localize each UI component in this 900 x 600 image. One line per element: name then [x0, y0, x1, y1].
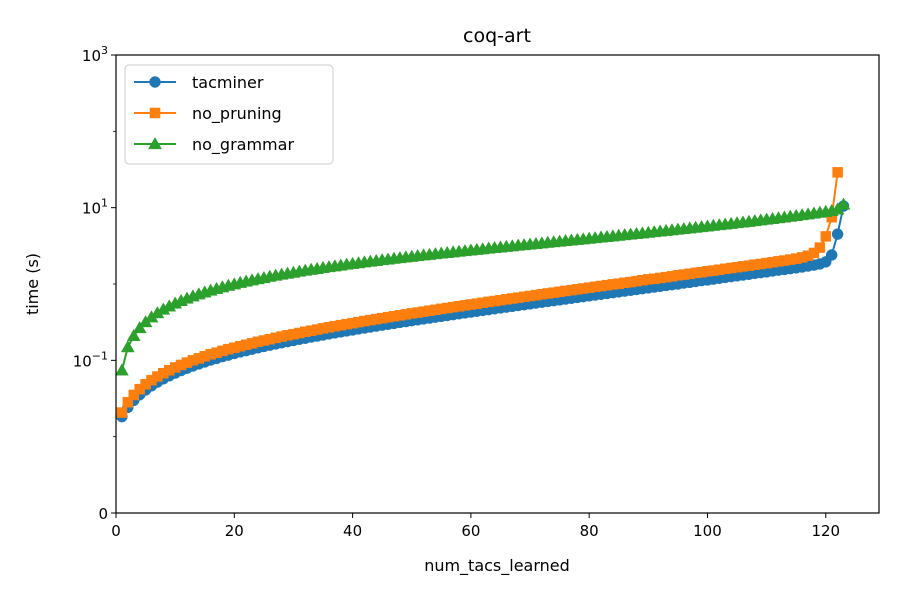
y-tick-label: 10−1: [73, 349, 108, 370]
x-axis: 0 20 40 60 80 100 120: [111, 513, 840, 540]
legend-item: no_grammar: [134, 135, 294, 155]
x-tick-label: 100: [693, 522, 722, 540]
data-point: [836, 197, 851, 210]
series-no_pruning: [116, 167, 843, 418]
x-tick-label: 80: [580, 522, 599, 540]
x-tick-label: 0: [111, 522, 121, 540]
data-point: [120, 340, 135, 353]
y-tick-label: 103: [82, 44, 108, 65]
plot-area: [116, 167, 851, 423]
legend-marker: [149, 76, 161, 88]
legend-item: tacminer: [134, 73, 264, 92]
y-axis-label: time (s): [23, 253, 42, 315]
data-point: [814, 242, 826, 253]
legend-label: no_pruning: [192, 104, 282, 124]
data-point: [132, 321, 147, 334]
x-tick-label: 60: [461, 522, 480, 540]
data-point: [126, 328, 141, 342]
legend-item: no_pruning: [134, 104, 282, 124]
data-point: [820, 231, 832, 242]
legend: tacminer no_pruning no_grammar: [124, 64, 334, 165]
legend-label: tacminer: [192, 73, 264, 92]
legend-marker: [148, 136, 162, 150]
series-line: [121, 172, 839, 414]
legend-frame: [124, 64, 334, 165]
y-tick-label: 0: [98, 505, 108, 523]
series-no_grammar: [116, 197, 851, 376]
data-point: [832, 167, 843, 178]
data-point: [128, 389, 139, 401]
data-point: [825, 249, 838, 261]
chart-title: coq-art: [463, 25, 531, 47]
data-point: [116, 363, 129, 376]
x-tick-label: 40: [343, 522, 362, 540]
data-point: [831, 228, 844, 240]
legend-marker: [149, 107, 161, 119]
x-axis-label: num_tacs_learned: [424, 556, 570, 576]
x-tick-label: 120: [811, 522, 840, 540]
x-tick-label: 20: [225, 522, 244, 540]
data-point: [116, 407, 128, 418]
legend-label: no_grammar: [192, 135, 294, 155]
series-tacminer: [116, 200, 850, 423]
data-point: [122, 396, 134, 408]
y-tick-label: 101: [82, 197, 108, 218]
y-axis: 0 10−1 101 103: [73, 44, 116, 523]
data-point: [808, 247, 820, 259]
